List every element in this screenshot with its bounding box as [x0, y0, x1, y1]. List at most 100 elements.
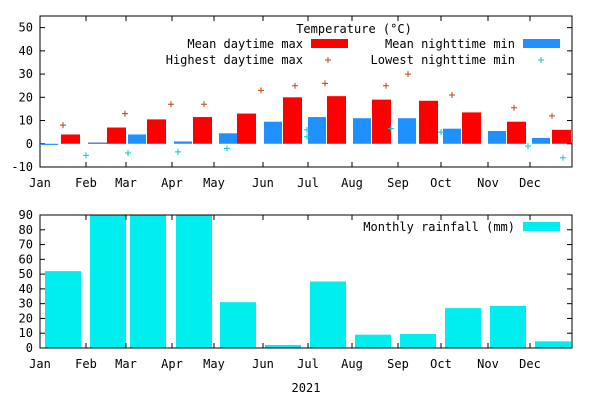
bar-mean-nighttime-min [88, 142, 106, 144]
bar-mean-nighttime-min [488, 130, 506, 144]
legend-label-mean-daytime-max: Mean daytime max [187, 37, 303, 51]
bar-monthly-rainfall [176, 215, 212, 348]
y-tick-label: 60 [19, 252, 33, 266]
marker-highest-daytime-max [122, 110, 128, 117]
x-tick-label: Nov [477, 357, 499, 371]
bar-mean-daytime-max [61, 134, 80, 144]
y-tick-label: 20 [19, 311, 33, 325]
x-tick-label: Mar [115, 357, 137, 371]
y-tick-label: 20 [19, 90, 33, 104]
x-tick-label: Nov [477, 176, 499, 190]
y-tick-label: 40 [19, 282, 33, 296]
bar-monthly-rainfall [310, 281, 346, 348]
bar-mean-nighttime-min [219, 133, 237, 144]
y-tick-label: 30 [19, 297, 33, 311]
bar-mean-daytime-max [552, 129, 571, 144]
y-tick-label: 40 [19, 44, 33, 58]
bar-mean-daytime-max [283, 97, 302, 144]
marker-lowest-nighttime-min [304, 133, 310, 140]
bar-mean-daytime-max [419, 100, 438, 144]
bar-mean-daytime-max [147, 119, 166, 144]
bar-mean-daytime-max [462, 112, 481, 144]
temperature-panel: -10 0 10 20 30 40 50 Jan Feb Mar Apr May Jun Jul Aug Se… [11, 15, 573, 190]
bar-monthly-rainfall [355, 334, 391, 348]
bar-monthly-rainfall [90, 215, 126, 348]
y-tick-label: -10 [11, 160, 33, 174]
y-tick-label: 50 [19, 267, 33, 281]
marker-highest-daytime-max [511, 104, 517, 111]
x-tick-label: Jan [29, 176, 51, 190]
bar-mean-nighttime-min [264, 121, 282, 144]
bar-mean-daytime-max [507, 121, 526, 144]
x-tick-label: May [203, 176, 225, 190]
x-tick-label: Sep [387, 357, 409, 371]
bar-mean-daytime-max [372, 99, 391, 144]
temperature-title: Temperature (°C) [296, 22, 412, 36]
bar-monthly-rainfall [265, 345, 301, 348]
rainfall-x-axis-label: 2021 [292, 381, 321, 395]
temperature-plot-frame [39, 15, 573, 168]
legend-label-highest-daytime-max: Highest daytime max [166, 53, 303, 67]
x-tick-label: Jul [297, 176, 319, 190]
rainfall-legend: Monthly rainfall (mm) [363, 220, 560, 234]
marker-lowest-nighttime-min [438, 129, 444, 136]
legend-swatch-mean-nighttime-min [523, 39, 560, 48]
marker-highest-daytime-max [449, 91, 455, 98]
bar-mean-nighttime-min [40, 143, 58, 145]
legend-swatch-mean-daytime-max [311, 39, 348, 48]
bar-monthly-rainfall [400, 333, 436, 348]
y-tick-label: 10 [19, 114, 33, 128]
x-tick-label: Mar [115, 176, 137, 190]
y-tick-label: 80 [19, 223, 33, 237]
marker-lowest-nighttime-min [175, 148, 181, 155]
y-tick-label: 10 [19, 326, 33, 340]
legend-label-mean-nighttime-min: Mean nighttime min [385, 37, 515, 51]
x-tick-label: Jun [252, 357, 274, 371]
marker-highest-daytime-max [258, 87, 264, 94]
marker-highest-daytime-max [405, 71, 411, 78]
x-tick-label: Dec [519, 176, 541, 190]
x-tick-label: Jul [297, 357, 319, 371]
bar-mean-nighttime-min [532, 137, 550, 144]
y-tick-label: 90 [19, 208, 33, 222]
marker-highest-daytime-max [168, 101, 174, 108]
y-tick-label: 0 [26, 341, 33, 355]
bar-mean-daytime-max [237, 113, 256, 144]
bar-mean-daytime-max [193, 117, 212, 144]
legend-swatch-monthly-rainfall [523, 222, 560, 231]
rainfall-plot-frame [39, 214, 573, 349]
x-tick-label: Apr [161, 357, 183, 371]
y-tick-label: 0 [26, 137, 33, 151]
bar-mean-nighttime-min [443, 128, 461, 144]
marker-lowest-nighttime-min [388, 125, 394, 132]
marker-lowest-nighttime-min [224, 145, 230, 152]
marker-lowest-nighttime-min [125, 150, 131, 157]
bar-monthly-rainfall [130, 215, 166, 348]
x-tick-label: Dec [519, 357, 541, 371]
legend-marker-lowest-nighttime-min [538, 57, 544, 63]
x-tick-label: Sep [387, 176, 409, 190]
bar-monthly-rainfall [535, 341, 571, 348]
x-tick-label: Feb [75, 357, 97, 371]
x-tick-label: Jun [252, 176, 274, 190]
marker-highest-daytime-max [383, 82, 389, 89]
y-tick-label: 30 [19, 67, 33, 81]
marker-lowest-nighttime-min [560, 154, 566, 161]
bar-monthly-rainfall [490, 305, 526, 348]
x-tick-label: Aug [341, 176, 363, 190]
marker-lowest-nighttime-min [525, 143, 531, 150]
x-tick-label: Jan [29, 357, 51, 371]
marker-lowest-nighttime-min [304, 126, 310, 133]
bar-mean-nighttime-min [128, 134, 146, 144]
bar-mean-daytime-max [327, 96, 346, 144]
marker-highest-daytime-max [549, 112, 555, 119]
legend-marker-highest-daytime-max [325, 57, 331, 63]
bar-mean-nighttime-min [353, 118, 371, 144]
bar-mean-nighttime-min [308, 117, 326, 144]
x-tick-label: Oct [430, 357, 452, 371]
bar-mean-daytime-max [107, 127, 126, 144]
x-tick-label: May [203, 357, 225, 371]
marker-lowest-nighttime-min [83, 152, 89, 159]
